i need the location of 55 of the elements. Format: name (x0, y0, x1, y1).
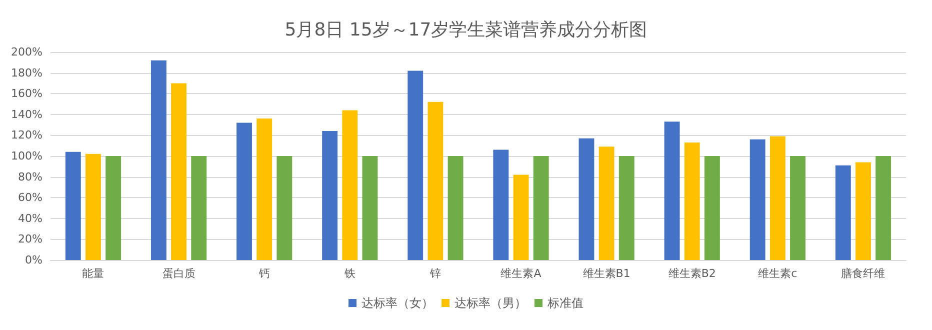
x-tick-label: 铁 (343, 267, 356, 280)
x-tick-label: 维生素A (500, 267, 542, 280)
y-tick-label: 200% (10, 46, 42, 58)
bar (835, 165, 851, 260)
y-tick-label: 80% (18, 170, 42, 184)
bar (322, 131, 338, 260)
y-tick-label: 180% (10, 66, 42, 80)
bar (856, 162, 871, 260)
x-tick-label: 能量 (82, 267, 104, 280)
bar (513, 174, 529, 260)
x-tick-label: 蛋白质 (162, 267, 196, 280)
legend-label: 标准值 (546, 296, 584, 310)
bar (664, 122, 680, 260)
bar (684, 142, 700, 260)
bar (256, 118, 272, 260)
y-tick-label: 100% (10, 150, 42, 162)
bar (428, 102, 444, 260)
bar (493, 150, 509, 260)
x-tick-label: 维生素B2 (668, 267, 716, 280)
bar (750, 139, 766, 260)
bar (150, 60, 166, 260)
bar (342, 110, 358, 260)
chart-title: 5月8日 15岁～17岁学生菜谱营养成分分析图 (284, 20, 648, 40)
bar (106, 156, 122, 260)
bar (65, 152, 81, 260)
legend-label: 达标率（女） (362, 296, 434, 310)
bar (790, 156, 806, 260)
bar (770, 136, 786, 260)
bar (704, 156, 720, 260)
y-tick-label: 160% (10, 87, 42, 100)
legend-label: 达标率（男） (454, 296, 526, 310)
bar (171, 83, 187, 260)
x-tick-label: 钙 (258, 267, 270, 280)
y-tick-label: 0% (24, 254, 42, 266)
bar (533, 156, 549, 260)
y-tick-label: 20% (18, 232, 42, 246)
bar (236, 122, 252, 260)
bar (876, 156, 892, 260)
bar (448, 156, 464, 260)
y-tick-label: 120% (10, 128, 42, 142)
bar (86, 154, 101, 260)
bar (598, 146, 614, 260)
bar (362, 156, 378, 260)
bar (408, 70, 424, 260)
bar (191, 156, 207, 260)
bar (276, 156, 292, 260)
x-tick-label: 维生素B1 (582, 267, 630, 280)
y-tick-label: 40% (18, 212, 42, 225)
x-tick-label: 维生素c (758, 267, 798, 280)
x-tick-label: 锌 (428, 267, 441, 280)
y-tick-label: 140% (10, 108, 42, 121)
bar (618, 156, 634, 260)
bar (578, 138, 594, 260)
x-tick-label: 膳食纤维 (841, 267, 886, 280)
y-tick-label: 60% (18, 191, 42, 204)
